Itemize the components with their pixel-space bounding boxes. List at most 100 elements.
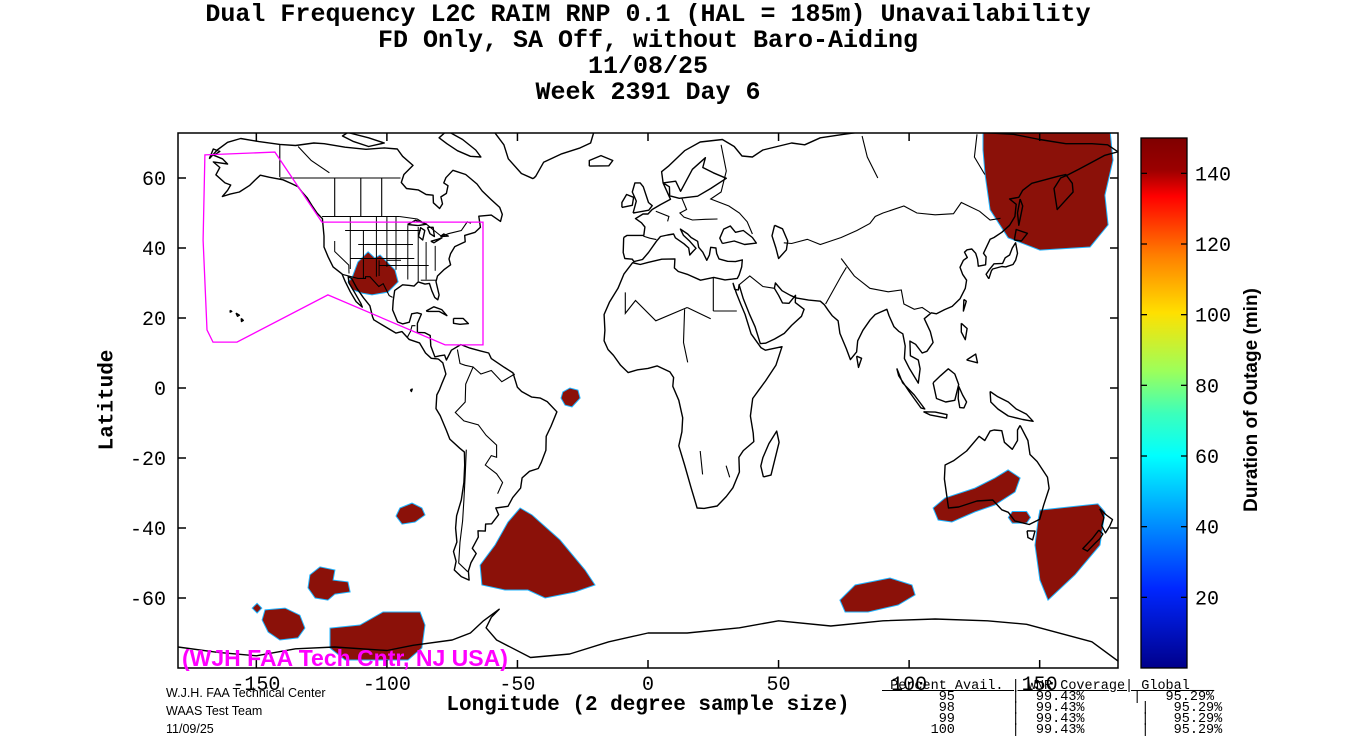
org-line-2: WAAS Test Team [166,704,263,718]
coastline-path [631,182,653,214]
y-axis-label: Latitude [96,349,120,451]
border-path [399,215,472,238]
coastline-path [855,355,863,369]
plot-title: Dual Frequency L2C RAIM RNP 0.1 (HAL = 1… [178,2,1118,106]
coastline-path [235,312,241,317]
outage-region-tasman-sea [1034,503,1106,601]
coastline-path [985,242,1019,280]
x-tick-label: 50 [767,674,791,697]
outage-region-southeast-pacific-chile [395,502,426,525]
availability-table-header: Percent Avail. | WNR Coverage| Global___ [882,679,1215,694]
x-axis-label: Longitude (2 degree sample size) [446,694,850,717]
y-tick-label: -20 [130,449,166,472]
map-credit-annotation: (WJH FAA Tech Cntr, NJ USA) [182,645,508,671]
coastline-path [760,430,780,478]
border-path [709,144,753,235]
org-line-3-date: 11/09/25 [166,722,214,736]
border-path [686,307,711,320]
outage-region-australia-band [932,469,1021,523]
org-info-block: W.J.H. FAA Technical Center WAAS Test Te… [166,684,326,738]
y-tick-label: 20 [142,309,166,332]
colorbar-label: Duration of Outage (min) [1241,288,1262,512]
y-tick-label: 60 [142,169,166,192]
border-path [725,465,731,478]
x-tick-label: 150 [1022,674,1058,697]
outage-region-south-pacific-1 [307,566,351,601]
title-line-4-week: Week 2391 Day 6 [535,78,761,107]
colorbar-tick-label: 80 [1195,376,1219,399]
coastline-path [438,133,482,158]
y-tick-label: 40 [142,239,166,262]
map-layers [178,133,1118,662]
border-path [699,450,704,475]
outage-region-equatorial-atlantic [560,387,581,408]
x-tick-label: -50 [499,674,535,697]
border-path [342,273,393,298]
colorbar-tick-label: 60 [1195,447,1219,470]
coastline-path [957,386,968,409]
border-path [624,292,688,322]
colorbar-tick-label: 40 [1195,518,1219,541]
border-path [973,134,986,175]
availability-table-rows: 95 | 99.43% | 95.29% 98 | 99.43% | 95.29… [930,690,1223,738]
waas-boundary [202,151,484,346]
colorbar-tick-label: 20 [1195,588,1219,611]
coastline-path [588,154,614,167]
y-tick-label: 0 [154,379,166,402]
coastline-path [771,224,789,260]
coastline-path [452,317,470,325]
coastline-path [341,133,385,148]
colorbar-tick-label: 100 [1195,306,1231,329]
country-borders-layer [279,134,1001,573]
colorbar-tick-labels: 20 40 60 80 100 120 140 [1195,164,1231,611]
coastline-path [923,411,948,419]
border-path [297,146,330,174]
org-line-1: W.J.H. FAA Technical Center [166,686,326,700]
border-path [861,135,879,179]
border-path [825,267,847,305]
coastlines-layer [178,133,1118,662]
coastline-path [1016,198,1024,227]
y-tick-label: -40 [130,519,166,542]
border-path [454,366,516,494]
coastline-path [621,193,635,209]
coastline-path [1026,530,1036,541]
border-path [406,325,416,338]
coastline-path [1099,508,1114,534]
coastline-path [240,317,245,323]
coastline-path [603,133,1118,510]
outage-region-south-atlantic [479,507,596,599]
coastline-path [960,322,968,341]
coastline-path [989,390,1034,422]
coastline-path [417,226,426,241]
colorbar-ticks [1141,172,1187,598]
coastline-path [409,388,413,393]
outage-region-south-pacific-2 [261,607,306,641]
coastline-path [896,368,926,410]
coastline-path [426,226,436,238]
coastline-path [229,309,233,313]
border-path [643,235,657,241]
availability-table: Percent Avail. | WNR Coverage| Global___… [882,679,1223,738]
coastline-path [1013,228,1029,242]
coastline-path [178,608,1118,662]
x-tick-label: 100 [891,674,927,697]
us-state-lines-layer [334,216,437,282]
title-line-3-date: 11/08/25 [587,52,709,81]
border-path [738,275,775,289]
coastline-path [425,306,448,317]
state-line-path [334,241,350,274]
coastline-path [494,133,595,180]
x-tick-label: -100 [363,674,411,697]
outage-region-northeast-asia [982,133,1114,251]
border-path [682,309,689,363]
coastline-path [943,425,1050,526]
outage-region-south-indian-ocean [839,577,916,613]
colorbar [1140,137,1188,669]
title-line-2: FD Only, SA Off, without Baro-Aiding [377,26,919,55]
border-path [783,201,1001,246]
x-tick-label: -150 [232,674,280,697]
coastline-path [962,298,967,312]
